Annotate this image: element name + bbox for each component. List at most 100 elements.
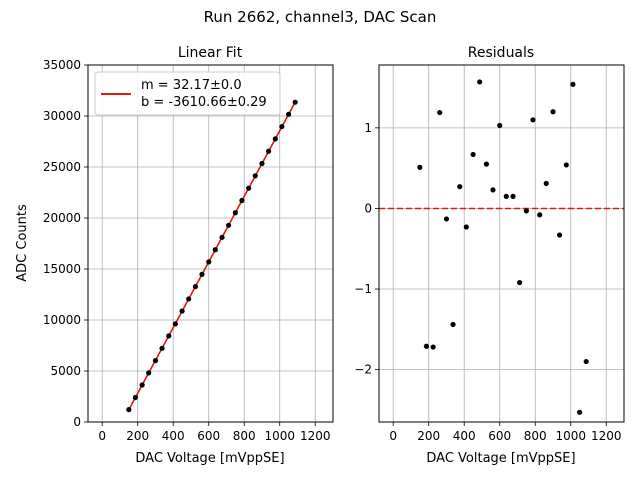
data-point [530,117,536,123]
y-tick-label: −1 [354,282,372,296]
legend-slope-label: m = 32.17±0.0 [141,78,242,93]
y-tick-label: −2 [354,363,372,377]
y-tick-label: 1 [364,121,372,135]
data-point [523,208,529,214]
x-tick-label: 200 [126,429,149,443]
data-point [556,232,563,238]
y-tick-label: 30000 [43,109,81,123]
x-tick-label: 1200 [591,429,622,443]
linear-fit-plot: Linear Fit 0 200 400 600 800 1000 1200 0 5000 100… [15,45,334,466]
data-point [510,193,516,199]
data-point [563,162,569,168]
residuals-title: Residuals [468,45,534,61]
linear-fit-ylabel: ADC Counts [15,204,30,282]
x-tick-label: 1000 [555,429,586,443]
data-point [212,247,218,253]
data-point [417,164,423,170]
data-point [126,407,132,413]
data-point [490,187,496,193]
data-point [152,357,159,364]
linear-fit-frame [87,64,334,423]
residuals-marks [379,79,624,415]
data-point [259,160,265,167]
linear-fit-legend: m = 32.17±0.0 b = -3610.66±0.29 [94,71,281,116]
data-point [265,148,272,154]
data-point [246,185,252,191]
data-point [192,283,199,290]
x-tick-label: 600 [488,429,511,443]
x-tick-label: 800 [524,429,547,443]
y-tick-label: 10000 [43,313,81,327]
data-point [232,210,238,216]
data-point [226,222,232,228]
data-point [286,111,292,117]
data-point [550,109,556,115]
data-point [252,173,258,179]
data-point [483,161,490,167]
data-point [503,193,509,199]
x-tick-label: 0 [98,429,106,443]
x-tick-label: 1000 [264,429,295,443]
y-tick-label: 20000 [43,211,81,225]
residuals-ticks: 0 200 400 600 800 1000 1200 −2 −1 0 1 [354,121,621,443]
data-point [179,308,185,314]
data-point [219,234,225,240]
data-point [430,344,436,350]
data-point [199,271,205,277]
x-tick-label: 400 [453,429,476,443]
data-point [583,358,589,365]
data-point [477,79,483,85]
legend-box [94,71,281,116]
x-tick-label: 600 [197,429,220,443]
data-point [497,122,503,129]
data-point [166,333,172,339]
data-point [292,99,298,105]
y-tick-label: 15000 [43,262,81,276]
residuals-frame [378,64,625,423]
y-tick-label: 0 [364,201,372,215]
data-point [543,180,549,187]
x-tick-label: 200 [417,429,440,443]
linear-fit-xlabel: DAC Voltage [mVppSE] [135,451,284,466]
data-point [239,197,245,204]
legend-intercept-label: b = -3610.66±0.29 [141,95,267,110]
x-tick-label: 1200 [300,429,331,443]
data-point [443,216,450,222]
figure-suptitle: Run 2662, channel3, DAC Scan [204,8,437,26]
data-point [470,151,476,158]
linear-fit-grid [88,64,333,423]
data-point [423,343,430,349]
data-point [132,394,139,401]
data-point [139,382,145,388]
fit-line [128,101,296,410]
data-point [272,136,278,142]
linear-fit-marks [126,99,298,413]
data-point [186,296,192,302]
y-tick-label: 5000 [50,364,81,378]
y-tick-label: 25000 [43,160,81,174]
linear-fit-ticks: 0 200 400 600 800 1000 1200 0 5000 10000 15000 2000… [43,58,331,443]
data-point [570,81,576,87]
x-tick-label: 0 [389,429,397,443]
y-tick-label: 35000 [43,58,81,72]
data-point [517,279,523,286]
data-point [577,409,583,415]
data-point [450,321,456,328]
data-point [159,345,165,351]
x-tick-label: 400 [162,429,185,443]
data-point [279,123,285,130]
y-tick-label: 0 [73,415,81,429]
residuals-plot: Residuals 0 200 400 600 800 1000 1200 −2 −1 0 1 DA… [354,45,625,466]
data-point [206,259,212,265]
linear-fit-title: Linear Fit [178,45,243,61]
data-point [457,184,463,190]
data-point [172,321,178,327]
residuals-xlabel: DAC Voltage [mVppSE] [426,451,575,466]
x-tick-label: 800 [233,429,256,443]
data-point [537,212,543,218]
data-point [146,370,152,376]
residuals-grid [379,65,624,422]
data-point [463,224,469,230]
data-point [437,109,443,116]
